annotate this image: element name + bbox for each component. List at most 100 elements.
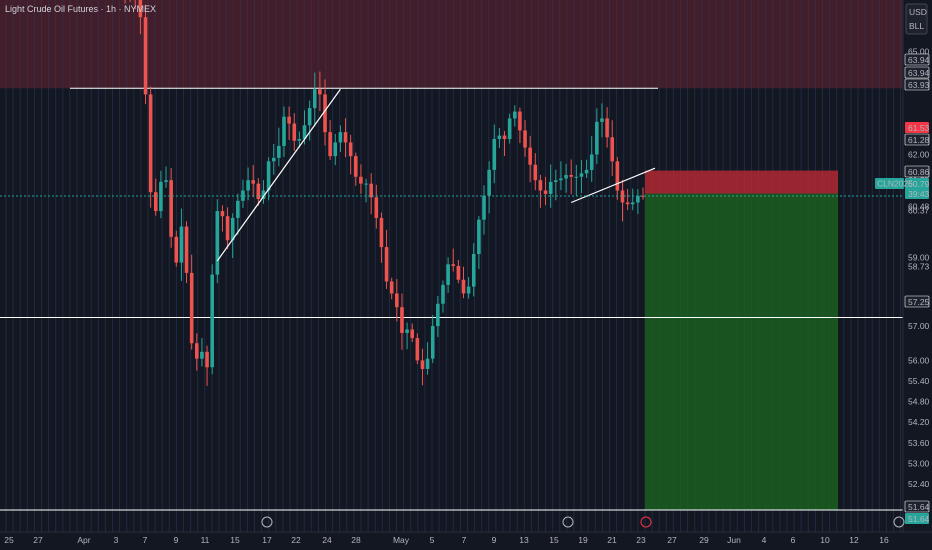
event-icon <box>261 516 273 528</box>
candle-body <box>215 211 220 275</box>
candle-body <box>512 111 517 119</box>
price-label: 60.79 <box>908 179 930 189</box>
candle-body <box>297 139 302 141</box>
candle-body <box>625 202 630 205</box>
y-tick-label: 53.00 <box>908 458 930 468</box>
x-tick-label: 12 <box>849 535 859 545</box>
candle-body <box>456 266 461 280</box>
price-label-box <box>904 133 930 146</box>
candle-body <box>630 202 635 205</box>
candle-body <box>323 94 327 133</box>
candle-body <box>348 142 353 157</box>
candle-body <box>420 360 425 369</box>
candle-body <box>195 343 199 359</box>
take-profit-box <box>645 193 838 511</box>
candle-body <box>441 284 445 304</box>
candle-body <box>184 226 189 273</box>
candle-body <box>266 161 271 191</box>
price-label-box <box>904 165 930 178</box>
candle-body <box>492 139 497 170</box>
x-tick-label: 9 <box>492 535 497 545</box>
y-tick-label: 62.00 <box>908 149 930 159</box>
candle-body <box>205 351 209 368</box>
candle-body <box>559 178 563 181</box>
candle-body <box>333 142 338 157</box>
chart-title: Light Crude Oil Futures · 1h · NYMEX <box>5 4 156 14</box>
candle-body <box>430 326 435 359</box>
candle-body <box>425 358 430 369</box>
candle-body <box>292 123 297 141</box>
candle-body <box>502 135 507 140</box>
candle-body <box>153 192 158 212</box>
y-tick-label: 56.00 <box>908 355 930 365</box>
candle-body <box>548 181 553 194</box>
event-icon <box>562 516 574 528</box>
currency-box <box>905 3 928 35</box>
candle-body <box>261 190 266 200</box>
candle-body <box>282 116 286 146</box>
candle-body <box>471 253 476 287</box>
candle-body <box>369 183 373 198</box>
candle-body <box>615 161 620 191</box>
price-label-box <box>905 178 929 189</box>
candle-body <box>318 89 322 95</box>
x-tick-label: 15 <box>230 535 240 545</box>
x-tick-label: 25 <box>4 535 14 545</box>
candle-body <box>200 351 204 359</box>
x-tick-label: Jun <box>727 535 741 545</box>
y-tick-label: 54.80 <box>908 397 930 407</box>
x-tick-label: 6 <box>791 535 796 545</box>
candle-body <box>405 329 409 333</box>
x-tick-label: 22 <box>291 535 301 545</box>
x-tick-label: 11 <box>201 535 210 545</box>
price-label: 63.93 <box>908 80 930 90</box>
candle-body <box>374 197 379 218</box>
y-tick-label: 52.40 <box>908 479 930 489</box>
x-tick-label: 29 <box>699 535 709 545</box>
y-tick-label: 53.60 <box>908 438 930 448</box>
candle-body <box>174 236 179 263</box>
candle-body <box>189 272 194 344</box>
price-label: 61.53 <box>908 123 930 133</box>
price-label: 57.25 <box>908 297 930 307</box>
candle-body <box>451 264 456 266</box>
candle-body <box>159 181 163 212</box>
symbol-label-box <box>875 178 904 189</box>
price-label-box <box>904 66 930 79</box>
x-tick-label: Apr <box>77 535 90 545</box>
y-tick-label: 54.20 <box>908 417 930 427</box>
x-tick-label: May <box>393 535 410 545</box>
price-axis <box>903 0 932 550</box>
candle-body <box>353 156 358 177</box>
x-tick-label: 17 <box>262 535 272 545</box>
price-label-box <box>904 500 930 513</box>
candle-body <box>579 173 584 177</box>
unit-label: BLL <box>909 21 924 31</box>
candle-body <box>220 211 225 217</box>
x-tick-label: 27 <box>667 535 677 545</box>
candle-body <box>179 226 184 263</box>
x-tick-label: 10 <box>820 535 830 545</box>
candle-body <box>523 130 527 148</box>
currency-label: USD <box>909 7 927 17</box>
candle-body <box>415 338 420 361</box>
y-tick-label: 57.00 <box>908 321 930 331</box>
stop-loss-box <box>645 170 838 194</box>
candle-body <box>241 190 245 201</box>
candle-body <box>389 281 394 294</box>
x-tick-label: 21 <box>607 535 617 545</box>
candle-body <box>169 180 173 237</box>
candle-body <box>600 118 604 122</box>
time-axis <box>0 532 932 550</box>
candle-body <box>446 264 450 285</box>
price-label-box <box>904 53 930 66</box>
candle-body <box>507 118 512 140</box>
x-tick-label: 7 <box>462 535 467 545</box>
candle-body <box>620 190 625 203</box>
x-tick-label: 4 <box>762 535 767 545</box>
candle-body <box>225 216 230 241</box>
candle-body <box>518 111 522 131</box>
supply-zone <box>0 0 903 89</box>
